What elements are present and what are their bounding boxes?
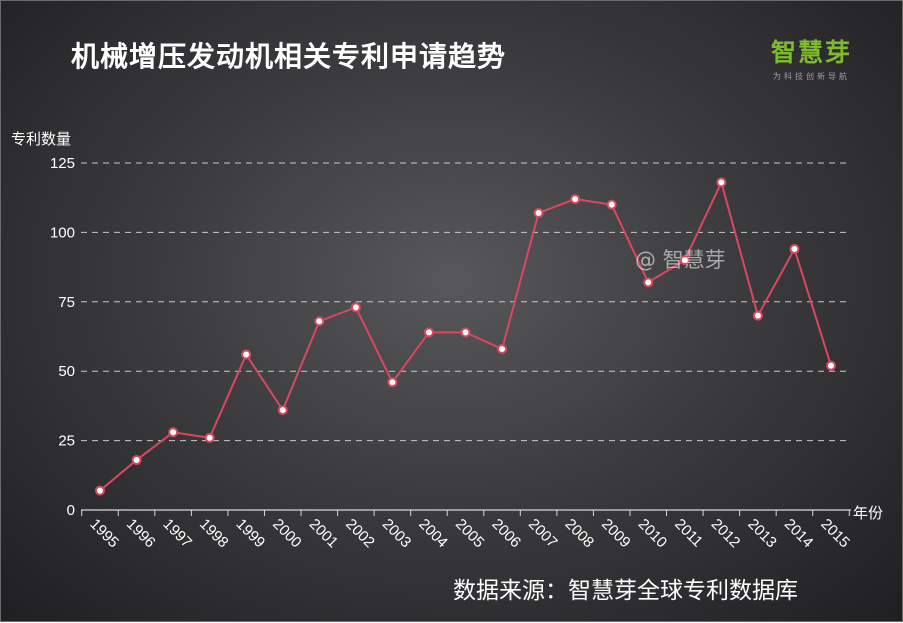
x-tick-label: 2002 bbox=[342, 516, 378, 552]
data-source-note: 数据来源：智慧芽全球专利数据库 bbox=[453, 578, 798, 604]
data-points bbox=[95, 177, 836, 496]
x-tick-label: 2007 bbox=[525, 516, 561, 552]
x-tick-label: 2013 bbox=[744, 516, 780, 552]
x-tick-label: 2015 bbox=[817, 516, 853, 552]
data-point bbox=[752, 310, 763, 321]
x-tick-label: 2012 bbox=[708, 516, 744, 552]
y-tick-labels: 0 25 50 75 100 125 bbox=[50, 155, 75, 519]
x-tick-label: 2001 bbox=[306, 516, 342, 552]
x-axis-label: 年份 bbox=[853, 504, 884, 522]
x-tick-label: 1995 bbox=[86, 516, 122, 552]
data-point bbox=[570, 194, 581, 205]
data-point bbox=[716, 177, 727, 188]
data-point bbox=[643, 277, 654, 288]
data-point bbox=[387, 377, 398, 388]
y-tick-label: 125 bbox=[50, 155, 75, 172]
x-tick-label: 2011 bbox=[671, 516, 706, 551]
y-tick-label: 25 bbox=[58, 433, 75, 450]
y-tick-label: 100 bbox=[50, 224, 75, 241]
x-tick-label: 2008 bbox=[562, 516, 598, 552]
x-tick-label: 2000 bbox=[269, 516, 305, 552]
x-tick-label: 2009 bbox=[598, 516, 634, 552]
data-point bbox=[606, 199, 617, 210]
data-point bbox=[460, 327, 471, 338]
x-tick-label: 2003 bbox=[379, 516, 415, 552]
data-point bbox=[314, 316, 325, 327]
logo-name: 智慧芽 bbox=[771, 38, 853, 67]
data-point bbox=[241, 349, 252, 360]
axes bbox=[81, 509, 851, 516]
data-point bbox=[277, 405, 288, 416]
x-tick-label: 2014 bbox=[781, 516, 817, 552]
data-point bbox=[95, 485, 105, 496]
data-point bbox=[497, 343, 508, 354]
data-point bbox=[350, 302, 361, 313]
logo-tagline: 为科技创新导航 bbox=[773, 72, 850, 81]
data-point bbox=[423, 327, 434, 338]
brand-logo: 智慧芽 为科技创新导航 bbox=[771, 33, 852, 82]
x-tick-labels: 1995 1996 1997 1998 1999 2000 2001 2002 2003 2004… bbox=[86, 516, 853, 552]
data-point bbox=[679, 255, 690, 266]
x-tick-label: 2006 bbox=[488, 516, 524, 552]
gridlines bbox=[81, 162, 851, 442]
y-tick-label: 0 bbox=[67, 502, 75, 519]
x-tick-label: 2005 bbox=[452, 516, 488, 552]
data-point bbox=[168, 427, 179, 438]
x-tick-label: 2010 bbox=[635, 516, 671, 552]
y-tick-label: 50 bbox=[58, 363, 75, 380]
data-point bbox=[533, 207, 544, 218]
y-tick-label: 75 bbox=[58, 294, 75, 311]
y-axis-label: 专利数量 bbox=[11, 130, 72, 148]
data-point bbox=[204, 432, 215, 443]
x-tick-label: 1997 bbox=[159, 516, 195, 552]
x-tick-label: 1998 bbox=[196, 516, 232, 552]
x-tick-label: 2004 bbox=[415, 516, 451, 552]
x-tick-label: 1996 bbox=[123, 516, 159, 552]
chart-title: 机械增压发动机相关专利申请趋势 bbox=[71, 40, 507, 73]
data-point bbox=[826, 360, 836, 371]
watermark: @ 智慧芽 bbox=[635, 248, 726, 272]
data-point bbox=[789, 244, 800, 255]
data-point bbox=[131, 455, 142, 466]
x-tick-label: 1999 bbox=[233, 516, 269, 552]
